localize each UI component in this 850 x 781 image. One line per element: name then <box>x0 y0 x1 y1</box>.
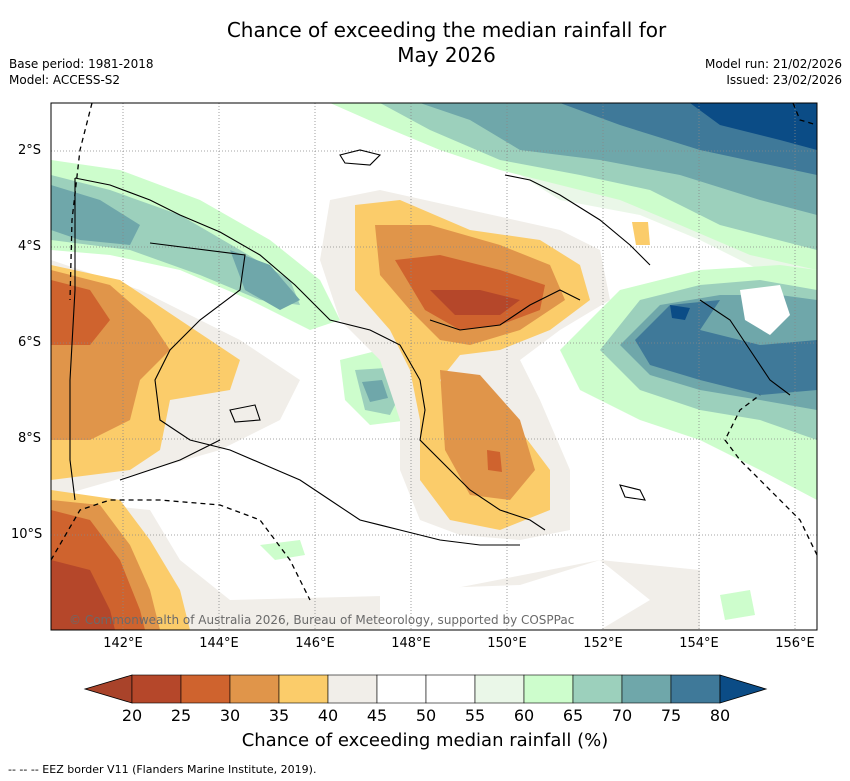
png-south-coast <box>149 242 520 546</box>
lon-tick-150: 150°E <box>487 636 527 651</box>
eez-footnote: -- -- -- EEZ border V11 (Flanders Marine… <box>8 763 317 776</box>
map-frame <box>50 102 818 631</box>
colorbar-swatch <box>131 674 182 704</box>
south-central-red-spot <box>487 450 502 472</box>
issued-date: Issued: 23/02/2026 <box>726 73 842 87</box>
colorbar-tick-label: 75 <box>660 706 682 725</box>
gulf-coast <box>119 439 221 481</box>
rossel-island <box>619 484 646 501</box>
model-name: Model: ACCESS-S2 <box>9 73 121 87</box>
band-20-25-southwest <box>51 560 115 630</box>
lon-tick-144: 144°E <box>199 636 239 651</box>
lat-tick-6s: 6°S <box>18 335 42 350</box>
lon-tick-146: 146°E <box>295 636 335 651</box>
colorbar-tick-label: 60 <box>513 706 535 725</box>
band-above-80 <box>690 103 817 150</box>
new-ireland <box>504 174 651 266</box>
lon-tick-156: 156°E <box>775 636 815 651</box>
lat-tick-10s: 10°S <box>11 527 43 542</box>
colorbar-tick-label: 20 <box>121 706 143 725</box>
eez-northeast <box>792 103 817 126</box>
east-yellow-spot <box>632 222 650 245</box>
band-20-25-central <box>430 290 520 315</box>
colorbar-swatch <box>572 674 623 704</box>
colorbar-extend-below <box>83 674 133 704</box>
colorbar-swatch <box>670 674 721 704</box>
southeast-green-spot <box>720 590 755 620</box>
new-britain <box>429 289 581 331</box>
colorbar-tick-label: 25 <box>170 706 192 725</box>
meta-left: Base period: 1981-2018 Model: ACCESS-S2 <box>9 56 154 88</box>
coastlines <box>69 149 791 546</box>
colorbar-title: Chance of exceeding median rainfall (%) <box>241 730 609 751</box>
colorbar-swatch <box>425 674 476 704</box>
central-teal-spot <box>362 380 388 402</box>
west-border <box>69 178 76 501</box>
model-run: Model run: 21/02/2026 <box>704 57 842 71</box>
colorbar-tick-label: 45 <box>366 706 388 725</box>
manus-island <box>339 149 382 166</box>
png-north-coast <box>74 177 546 531</box>
copyright-notice: © Commonwealth of Australia 2026, Bureau… <box>69 613 575 627</box>
lon-tick-142: 142°E <box>103 636 143 651</box>
colorbar-tick-label: 40 <box>317 706 339 725</box>
band-70-75-west <box>51 185 140 245</box>
eez-east <box>724 394 817 556</box>
lon-tick-148: 148°E <box>391 636 431 651</box>
colorbar-tick-label: 70 <box>611 706 633 725</box>
east-dark-spot <box>670 305 690 320</box>
colorbar-tick-label: 80 <box>709 706 731 725</box>
colorbar-swatch <box>376 674 427 704</box>
south-white-band <box>380 560 650 630</box>
colorbar-swatch <box>523 674 574 704</box>
colorbar-tick-label: 35 <box>268 706 290 725</box>
eez-west <box>69 103 93 301</box>
lat-tick-4s: 4°S <box>18 239 42 254</box>
colorbar-swatch <box>474 674 525 704</box>
colorbar-swatch <box>327 674 378 704</box>
base-period: Base period: 1981-2018 <box>9 57 154 71</box>
lake-murray <box>229 404 261 423</box>
colorbar-tick-label: 55 <box>464 706 486 725</box>
colorbar-tick-label: 50 <box>415 706 437 725</box>
colorbar <box>83 674 768 704</box>
solomon-islands <box>699 299 791 396</box>
meta-right: Model run: 21/02/2026 Issued: 23/02/2026 <box>705 56 842 88</box>
map-title: Chance of exceeding the median rainfall … <box>0 18 850 68</box>
colorbar-swatch <box>621 674 672 704</box>
colorbar-tick-label: 30 <box>219 706 241 725</box>
title-line-1: Chance of exceeding the median rainfall … <box>226 18 667 42</box>
colorbar-extend-above <box>719 674 768 704</box>
lat-tick-8s: 8°S <box>18 431 42 446</box>
lat-tick-2s: 2°S <box>18 143 42 158</box>
graticule <box>51 103 817 630</box>
band-25-30-west <box>51 280 110 345</box>
rainfall-field <box>51 103 817 630</box>
eez-borders <box>51 103 817 601</box>
lon-tick-154: 154°E <box>679 636 719 651</box>
band-70-75-highlands <box>230 250 300 310</box>
title-line-2: May 2026 <box>397 43 496 67</box>
colorbar-swatch <box>278 674 329 704</box>
east-white-patch <box>740 285 790 335</box>
colorbar-tick-label: 65 <box>562 706 584 725</box>
band-75-80-east <box>635 300 817 395</box>
band-65-70-west <box>51 175 300 305</box>
colorbar-swatch <box>180 674 231 704</box>
colorbar-swatch <box>229 674 280 704</box>
band-30-35-south-central <box>440 370 535 500</box>
lon-tick-152: 152°E <box>583 636 623 651</box>
eez-south <box>51 499 311 601</box>
